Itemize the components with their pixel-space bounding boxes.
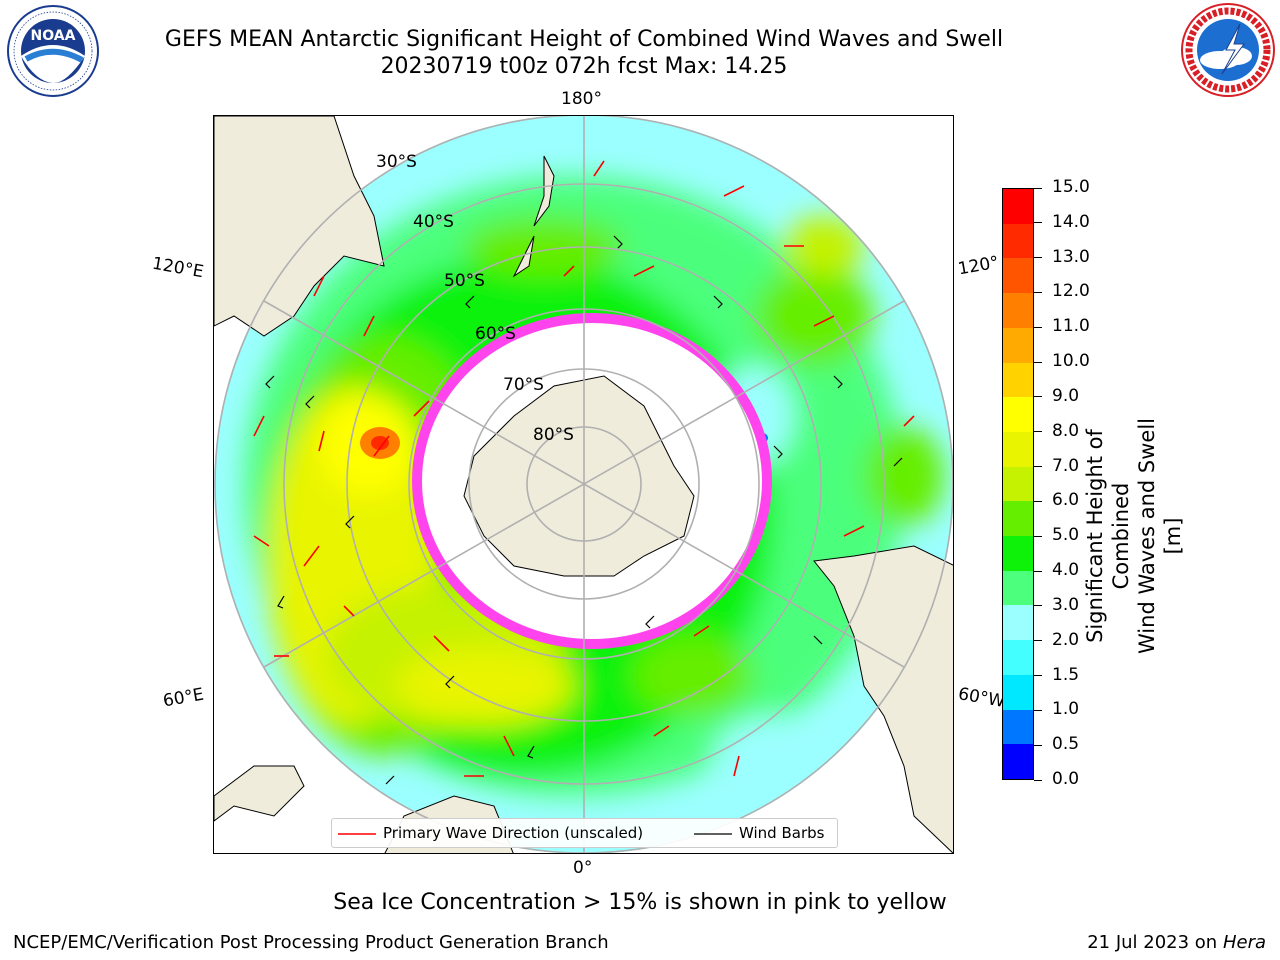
colorbar-tick xyxy=(1034,640,1042,642)
colorbar-tick xyxy=(1034,187,1042,189)
colorbar-tick-label: 9.0 xyxy=(1052,385,1080,406)
colorbar-tick xyxy=(1034,570,1042,572)
colorbar-tick-label: 12.0 xyxy=(1052,281,1090,302)
footer-host: Hera xyxy=(1222,932,1266,953)
lon-label-right-upper: 120° xyxy=(956,252,1001,280)
map-legend: Primary Wave Direction (unscaled) Wind B… xyxy=(331,818,838,848)
map-title: GEFS MEAN Antarctic Significant Height o… xyxy=(164,27,1004,52)
lat-label-80s: 80°S xyxy=(533,425,574,445)
red-line-icon xyxy=(338,833,376,835)
lat-label-70s: 70°S xyxy=(503,375,544,395)
map-subtitle-forecast: 20230719 t00z 072h fcst Max: 14.25 xyxy=(380,54,788,79)
colorbar-segment xyxy=(1003,744,1033,779)
colorbar-tick xyxy=(1034,500,1042,502)
footer-date: 21 Jul 2023 on Hera xyxy=(1087,932,1266,953)
svg-text:NOAA: NOAA xyxy=(31,28,76,44)
colorbar-tick-label: 5.0 xyxy=(1052,525,1080,546)
footer-branch: NCEP/EMC/Verification Post Processing Pr… xyxy=(13,932,609,953)
colorbar-segment xyxy=(1003,431,1033,467)
lon-label-left-upper: 120°E xyxy=(150,253,206,283)
colorbar-tick xyxy=(1034,744,1042,746)
colorbar-segment xyxy=(1003,327,1033,363)
lat-label-60s: 60°S xyxy=(475,324,516,344)
lat-label-30s: 30°S xyxy=(376,152,417,172)
noaa-logo-icon: NOAA xyxy=(7,5,99,97)
colorbar-tick-label: 14.0 xyxy=(1052,211,1090,232)
colorbar-tick xyxy=(1034,431,1042,433)
colorbar-tick xyxy=(1034,466,1042,468)
lon-label-left-lower: 60°E xyxy=(161,684,206,712)
colorbar-tick xyxy=(1034,257,1042,259)
colorbar-tick-label: 4.0 xyxy=(1052,560,1080,581)
colorbar-label: Significant Height of Combined Wind Wave… xyxy=(1082,406,1186,666)
colorbar-tick-label: 1.0 xyxy=(1052,699,1080,720)
colorbar-tick-label: 0.5 xyxy=(1052,734,1080,755)
colorbar-segment xyxy=(1003,466,1033,502)
colorbar-segment xyxy=(1003,362,1033,398)
colorbar-segment xyxy=(1003,605,1033,641)
colorbar-label-line1: Significant Height of Combined xyxy=(1083,429,1133,643)
colorbar-segment xyxy=(1003,536,1033,571)
colorbar-segment xyxy=(1003,258,1033,294)
colorbar-tick-label: 6.0 xyxy=(1052,490,1080,511)
colorbar-tick-label: 10.0 xyxy=(1052,351,1090,372)
colorbar-tick-label: 7.0 xyxy=(1052,455,1080,476)
nws-logo-icon xyxy=(1181,3,1275,97)
footer-date-text: 21 Jul 2023 on xyxy=(1087,932,1223,953)
colorbar-tick xyxy=(1034,326,1042,328)
colorbar-tick-label: 13.0 xyxy=(1052,246,1090,267)
colorbar-segment xyxy=(1003,223,1033,259)
colorbar-tick-label: 2.0 xyxy=(1052,629,1080,650)
colorbar-tick xyxy=(1034,709,1042,711)
lon-label-right-lower: 60°W xyxy=(956,684,1007,712)
colorbar-tick xyxy=(1034,222,1042,224)
colorbar-tick-label: 15.0 xyxy=(1052,177,1090,197)
legend-wave-direction: Primary Wave Direction (unscaled) xyxy=(383,824,644,842)
colorbar-tick xyxy=(1034,396,1042,398)
colorbar-tick xyxy=(1034,779,1042,781)
lat-label-50s: 50°S xyxy=(444,271,485,291)
lon-label-top: 180° xyxy=(561,89,602,109)
colorbar-segment xyxy=(1003,293,1033,328)
colorbar-segment xyxy=(1003,189,1033,224)
colorbar-segment xyxy=(1003,674,1033,710)
colorbar-label-line2: Wind Waves and Swell [m] xyxy=(1135,418,1185,654)
polar-map xyxy=(213,115,954,854)
colorbar-tick-label: 1.5 xyxy=(1052,664,1080,685)
colorbar xyxy=(1002,188,1034,780)
colorbar-tick xyxy=(1034,361,1042,363)
sea-ice-note: Sea Ice Concentration > 15% is shown in … xyxy=(333,890,947,915)
colorbar-tick xyxy=(1034,605,1042,607)
colorbar-tick-label: 11.0 xyxy=(1052,316,1090,337)
colorbar-segment xyxy=(1003,501,1033,537)
lat-label-40s: 40°S xyxy=(413,212,454,232)
colorbar-segment xyxy=(1003,640,1033,675)
colorbar-segment xyxy=(1003,397,1033,432)
colorbar-tick-label: 0.0 xyxy=(1052,769,1080,789)
black-line-icon xyxy=(694,833,732,835)
legend-wind-barbs: Wind Barbs xyxy=(739,824,825,842)
wave-height-map xyxy=(214,116,953,853)
colorbar-tick xyxy=(1034,675,1042,677)
colorbar-segment xyxy=(1003,570,1033,606)
colorbar-tick-label: 8.0 xyxy=(1052,420,1080,441)
colorbar-tick xyxy=(1034,291,1042,293)
colorbar-segment xyxy=(1003,709,1033,745)
colorbar-tick-label: 3.0 xyxy=(1052,594,1080,615)
colorbar-tick xyxy=(1034,535,1042,537)
lon-label-bottom: 0° xyxy=(573,858,593,878)
